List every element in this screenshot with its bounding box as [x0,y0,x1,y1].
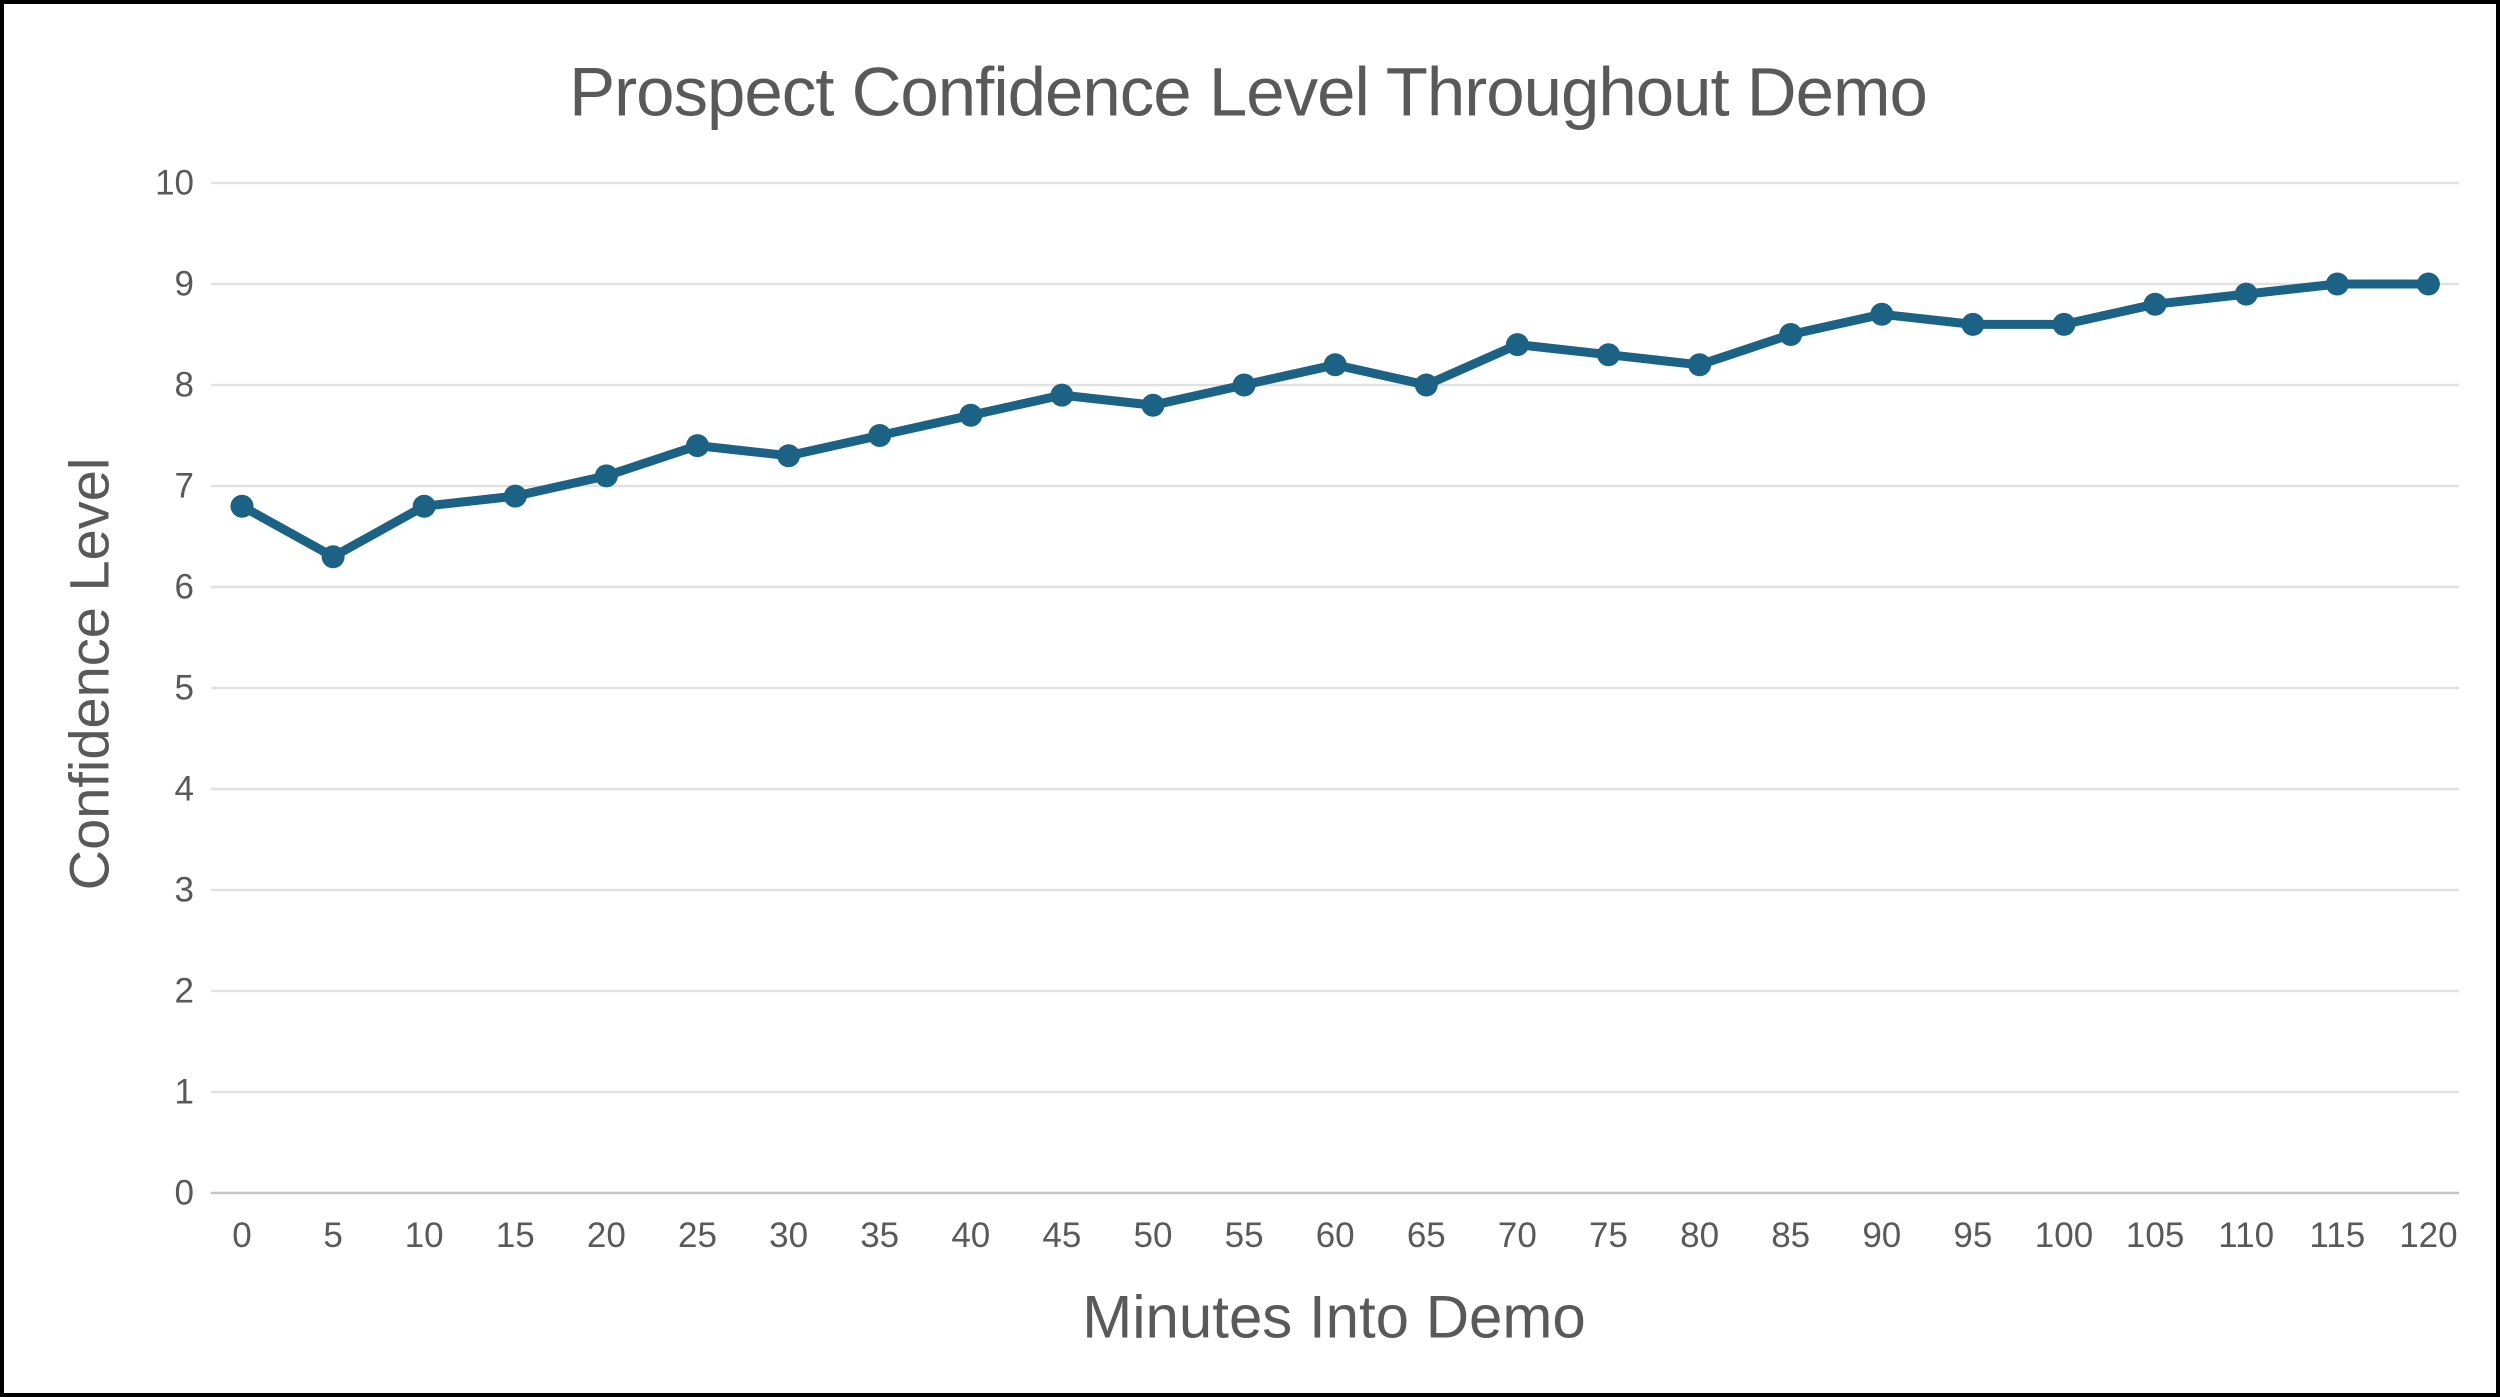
data-point-marker [1779,323,1803,346]
x-tick-label: 95 [1953,1216,1992,1255]
data-point-marker [959,403,983,427]
x-tick-label: 60 [1316,1216,1355,1255]
x-tick-label: 90 [1862,1216,1901,1255]
data-point-marker [2234,282,2258,306]
x-tick-label: 120 [2399,1216,2457,1255]
data-point-marker [1323,353,1347,377]
x-axis-title: Minutes Into Demo [1082,1283,1586,1351]
data-point-marker [321,545,345,569]
x-tick-label: 30 [769,1216,808,1255]
x-tick-label: 15 [496,1216,535,1255]
y-tick-label: 8 [175,366,194,405]
x-tick-label: 25 [678,1216,717,1255]
data-point-marker [503,484,527,508]
data-point-marker [1141,393,1165,417]
x-tick-label: 20 [587,1216,626,1255]
data-point-marker [2325,272,2349,296]
x-tick-label: 115 [2309,1216,2365,1255]
x-tick-label: 110 [2218,1216,2274,1255]
data-point-marker [1961,312,1985,336]
y-tick-label: 5 [175,669,194,708]
data-point-marker [1870,302,1894,326]
series-line [237,279,2433,562]
data-point-marker [230,494,254,518]
y-tick-label: 4 [175,770,194,809]
data-point-marker [1688,353,1712,377]
data-point-marker [2143,292,2167,316]
y-tick-label: 1 [175,1073,194,1112]
data-point-marker [594,464,618,488]
data-point-marker [1505,333,1529,357]
data-point-marker [1050,383,1074,407]
data-point-marker [777,444,801,468]
x-tick-label: 85 [1771,1216,1810,1255]
x-tick-label: 45 [1042,1216,1081,1255]
x-tick-label: 100 [2035,1216,2093,1255]
x-tick-label: 55 [1225,1216,1264,1255]
x-tick-label: 35 [860,1216,899,1255]
data-point-marker [2416,272,2440,296]
x-tick-label: 75 [1589,1216,1628,1255]
y-tick-label: 2 [175,972,194,1011]
data-point-marker [1597,343,1620,367]
x-tick-label: 65 [1407,1216,1446,1255]
x-tick-label: 80 [1680,1216,1719,1255]
x-tick-label: 0 [232,1216,251,1255]
y-tick-label: 3 [175,871,194,910]
x-tick-label: 70 [1498,1216,1537,1255]
x-tick-label: 10 [405,1216,444,1255]
data-point-marker [1414,373,1438,397]
x-tick-label: 40 [951,1216,990,1255]
y-tick-label: 7 [175,467,194,506]
y-tick-label: 9 [175,265,194,304]
x-tick-label: 50 [1134,1216,1173,1255]
x-tick-label: 105 [2126,1216,2184,1255]
y-tick-label: 10 [155,164,194,203]
y-tick-label: 0 [175,1174,194,1213]
chart-title: Prospect Confidence Level Throughout Dem… [569,53,1928,131]
data-point-marker [686,434,709,458]
x-tick-label: 5 [323,1216,342,1255]
data-point-marker [2052,312,2076,336]
data-point-marker [1232,373,1256,397]
data-point-marker [868,424,892,447]
y-tick-label: 6 [175,568,194,607]
data-point-marker [412,494,436,518]
